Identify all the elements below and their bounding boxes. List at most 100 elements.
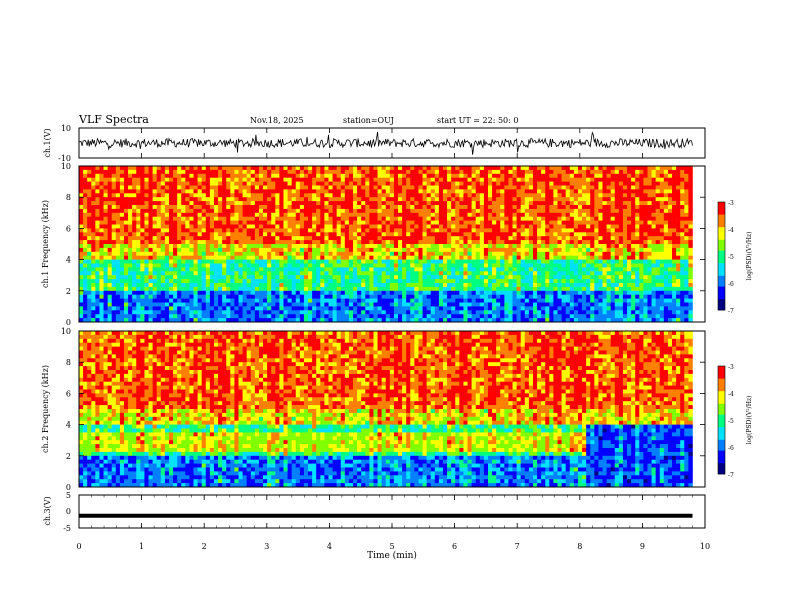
spectrogram-cell bbox=[103, 271, 108, 276]
spectrogram-cell bbox=[557, 232, 562, 237]
spectrogram-cell bbox=[99, 185, 104, 190]
spectrogram-cell bbox=[573, 255, 579, 260]
spectrogram-cell bbox=[422, 173, 427, 178]
spectrogram-cell bbox=[512, 173, 517, 178]
spectrogram-cell bbox=[328, 244, 333, 249]
spectrogram-cell bbox=[369, 232, 374, 237]
spectrogram-cell bbox=[271, 298, 276, 303]
spectrogram-cell bbox=[308, 302, 313, 307]
spectrogram-cell bbox=[447, 255, 452, 260]
spectrogram-cell bbox=[230, 290, 235, 295]
spectrogram-cell bbox=[279, 181, 284, 186]
spectrogram-cell bbox=[316, 228, 321, 233]
spectrogram-cell bbox=[267, 189, 272, 194]
spectrogram-cell bbox=[218, 306, 223, 311]
spectrogram-cell bbox=[504, 271, 509, 276]
station-label: station=OUJ bbox=[343, 116, 394, 125]
spectrogram-cell bbox=[242, 314, 247, 319]
spectrogram-cell bbox=[586, 240, 591, 245]
spectrogram-cell bbox=[213, 208, 219, 214]
spectrogram-cell bbox=[238, 236, 243, 241]
spectrogram-cell bbox=[177, 294, 182, 299]
spectrogram-cell bbox=[103, 275, 108, 280]
spectrogram-cell bbox=[443, 318, 448, 323]
spectrogram-cell bbox=[160, 283, 166, 288]
spectrogram-cell bbox=[83, 228, 88, 233]
spectrogram-cell bbox=[532, 259, 538, 264]
spectrogram-cell bbox=[91, 216, 96, 221]
spectrogram-cell bbox=[520, 220, 526, 225]
spectrogram-cell bbox=[553, 181, 558, 186]
spectrogram-cell bbox=[332, 275, 337, 280]
spectrogram-cell bbox=[348, 314, 354, 319]
spectrogram-cell bbox=[312, 212, 317, 217]
spectrogram-cell bbox=[226, 201, 231, 206]
spectrogram-cell bbox=[332, 259, 337, 264]
spectrogram-cell bbox=[107, 263, 113, 268]
spectrogram-cell bbox=[263, 294, 268, 299]
spectrogram-cell bbox=[389, 294, 395, 299]
spectrogram-cell bbox=[148, 247, 153, 253]
spectrogram-cell bbox=[365, 177, 370, 182]
spectrogram-cell bbox=[443, 169, 448, 175]
spectrogram-cell bbox=[430, 244, 436, 249]
spectrogram-cell bbox=[308, 208, 313, 214]
spectrogram-cell bbox=[316, 286, 321, 292]
spectrogram-cell bbox=[242, 181, 247, 186]
spectrogram-cell bbox=[353, 283, 358, 288]
spectrogram-cell bbox=[569, 177, 575, 182]
spectrogram-cell bbox=[573, 275, 579, 280]
spectrogram-cell bbox=[324, 302, 329, 307]
spectrogram-cell bbox=[132, 286, 137, 292]
spectrogram-cell bbox=[467, 181, 472, 186]
spectrogram-cell bbox=[361, 205, 366, 210]
spectrogram-cell bbox=[107, 279, 113, 284]
spectrogram-cell bbox=[308, 294, 313, 299]
spectrogram-cell bbox=[320, 208, 325, 214]
spectrogram-cell bbox=[487, 212, 493, 217]
spectrogram-cell bbox=[99, 259, 104, 264]
spectrogram-cell bbox=[532, 318, 538, 323]
spectrogram-cell bbox=[79, 244, 84, 249]
spectrogram-cell bbox=[545, 173, 550, 178]
spectrogram-cell bbox=[128, 255, 133, 260]
spectrogram-cell bbox=[218, 197, 223, 202]
spectrogram-cell bbox=[414, 201, 419, 206]
spectrogram-cell bbox=[299, 240, 305, 245]
spectrogram-cell bbox=[193, 302, 198, 307]
spectrogram-cell bbox=[197, 173, 202, 178]
spectrogram-cell bbox=[119, 177, 125, 182]
spectrogram-cell bbox=[320, 244, 325, 249]
ch1-ytick-bottom: -10 bbox=[58, 154, 71, 163]
spectrogram-cell bbox=[242, 169, 247, 175]
spectrogram-cell bbox=[258, 220, 264, 225]
spectrogram-cell bbox=[238, 228, 243, 233]
spectrogram-cell bbox=[398, 290, 403, 295]
spectrogram-cell bbox=[381, 232, 387, 237]
spectrogram-cell bbox=[234, 259, 239, 264]
spectrogram-cell bbox=[398, 318, 403, 323]
spectrogram-cell bbox=[79, 177, 84, 182]
spectrogram-cell bbox=[275, 302, 280, 307]
spectrogram-cell bbox=[123, 189, 129, 194]
spectrogram-cell bbox=[218, 283, 223, 288]
spectrogram-cell bbox=[524, 251, 530, 256]
spectrogram-cell bbox=[451, 189, 456, 194]
spectrogram-cell bbox=[258, 306, 264, 311]
spectrogram-cell bbox=[443, 232, 448, 237]
spectrogram-cell bbox=[283, 310, 288, 315]
spectrogram-cell bbox=[185, 314, 190, 319]
spectrogram-cell bbox=[103, 232, 108, 237]
spectrogram-cell bbox=[258, 177, 264, 182]
spectrogram-cell bbox=[91, 294, 96, 299]
spectrogram-cell bbox=[99, 232, 104, 237]
spectrogram-cell bbox=[119, 197, 125, 202]
spectrogram-cell bbox=[500, 267, 505, 272]
spectrogram-cell bbox=[107, 306, 113, 311]
spectrogram-cell bbox=[308, 212, 313, 217]
spectrogram-cell bbox=[246, 267, 252, 272]
spectrogram-cell bbox=[107, 240, 113, 245]
spectrogram-cell bbox=[144, 185, 149, 190]
spectrogram-cell bbox=[299, 236, 305, 241]
spectrogram-cell bbox=[332, 216, 337, 221]
